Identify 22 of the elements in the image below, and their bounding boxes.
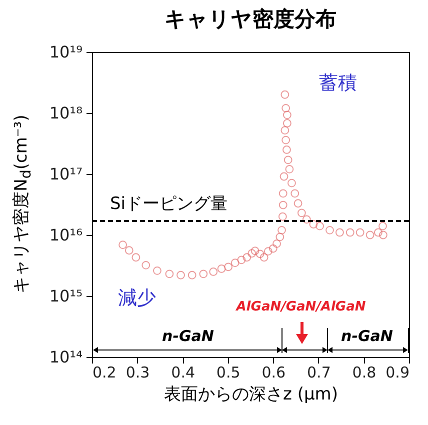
y-tick-label: 10¹⁹ [49,42,82,62]
annotation: 蓄積 [319,71,357,96]
annotation: n-GaN [341,327,393,345]
y-tick-label: 10¹⁷ [49,164,82,184]
x-tick-label: 0.8 [352,364,376,382]
y-tick-label: 10¹⁴ [49,348,82,366]
annotation: n-GaN [162,327,214,345]
x-tick-label: 0.3 [126,364,150,382]
annotation: 減少 [118,286,156,311]
x-tick-label: 0.5 [216,364,240,382]
chart-title: キャリヤ密度分布 [164,7,336,31]
annotation: AlGaN/GaN/AlGaN [236,300,366,314]
x-axis-title: 表面からの深さz (μm) [164,384,338,404]
y-tick-label: 10¹⁶ [49,226,82,244]
y-tick-label: 10¹⁵ [49,286,82,306]
x-tick-label: 0.4 [171,364,195,382]
x-tick-label: 0.7 [307,364,331,382]
x-tick-label: 0.6 [262,364,286,382]
x-tick-label: 0.2 [92,364,116,382]
ref-line-label: Siドーピング量 [110,194,228,214]
y-tick-label: 10¹⁸ [49,104,82,122]
x-tick-label: 0.9 [386,364,410,382]
